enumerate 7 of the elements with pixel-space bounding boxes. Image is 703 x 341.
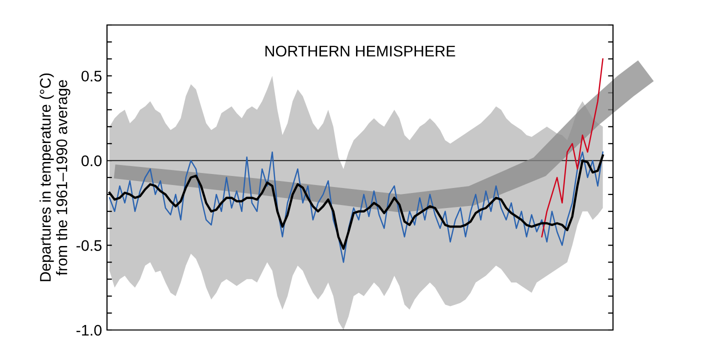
line-series bbox=[541, 58, 604, 238]
text: NORTHERN HEMISPHERE bbox=[265, 46, 456, 57]
y-axis-title: Departures in temperature (°C) from the 1961–1990 average bbox=[40, 73, 70, 282]
y-tick-label: -0.5 bbox=[76, 240, 102, 251]
y-tick-label: 0.0 bbox=[82, 155, 102, 166]
y-tick-label: -1.0 bbox=[76, 324, 102, 336]
y-tick-label: 0.5 bbox=[82, 70, 102, 82]
